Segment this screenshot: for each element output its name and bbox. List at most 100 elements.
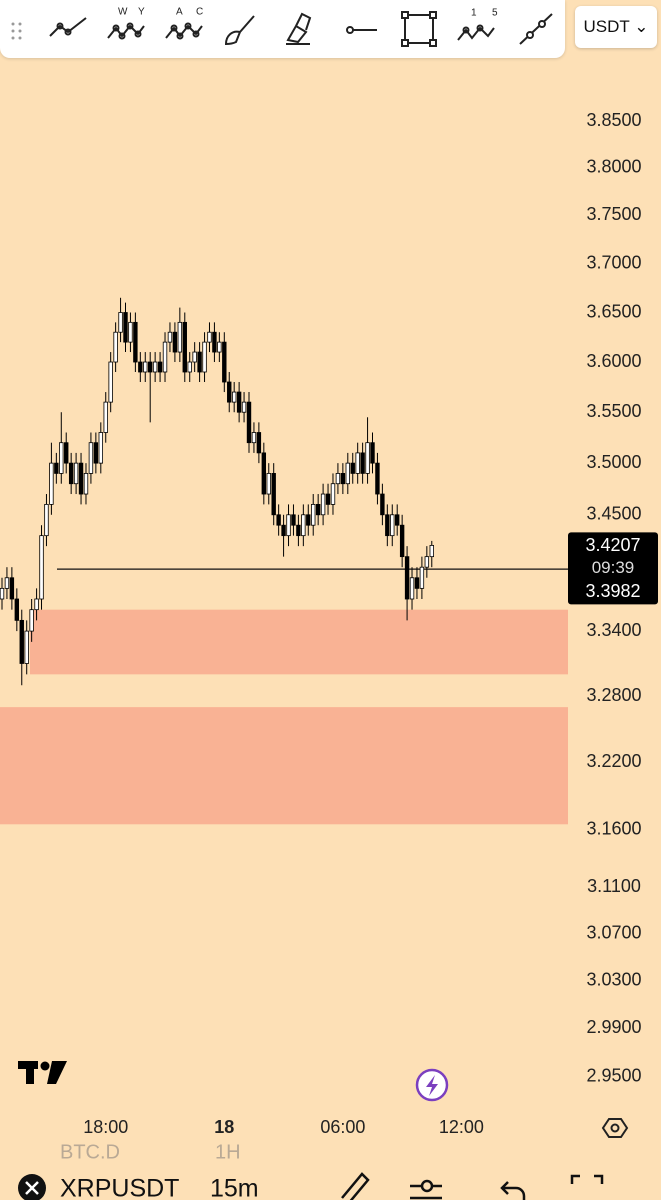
candle-body: [4, 577, 10, 589]
interval[interactable]: 15m: [210, 1175, 259, 1200]
tool-rectangle[interactable]: [401, 11, 437, 47]
tool-wave-15[interactable]: [457, 24, 495, 41]
candle-body: [24, 630, 29, 664]
candle-body: [217, 341, 222, 353]
draw-button[interactable]: [341, 1172, 370, 1200]
drawing-toolbar: W Y A C 1 5: [0, 0, 565, 58]
x-tick-label: 18: [214, 1117, 234, 1137]
undo-button[interactable]: [500, 1181, 526, 1200]
currency-dropdown[interactable]: USDT ⌄: [575, 6, 657, 48]
tool-wave-wy[interactable]: [107, 22, 145, 40]
tool-ray[interactable]: [519, 13, 553, 45]
candle-body: [311, 503, 316, 526]
candle-body: [93, 442, 99, 464]
tool-highlighter[interactable]: [286, 12, 312, 45]
fullscreen-button[interactable]: [570, 1174, 604, 1184]
candle-body: [29, 609, 34, 632]
x-tick-label: 12:00: [439, 1117, 484, 1137]
zone: [0, 707, 568, 825]
close-symbol[interactable]: [18, 1174, 46, 1200]
settings-button[interactable]: [601, 1118, 629, 1138]
candle-body: [147, 361, 153, 373]
y-tick-label: 2.9500: [586, 1066, 641, 1086]
y-tick-label: 3.1600: [586, 819, 641, 839]
candle-body: [19, 619, 24, 664]
candle-body: [256, 432, 262, 454]
tool-letter: 5: [492, 8, 498, 19]
tool-brush[interactable]: [224, 15, 255, 46]
y-tick-label: 2.9900: [586, 1017, 641, 1037]
tool-letter: Y: [138, 7, 145, 18]
y-tick-label: 3.7000: [586, 252, 641, 272]
candle-body: [59, 442, 64, 474]
candle-body: [49, 462, 54, 505]
indicators-button[interactable]: [410, 1179, 442, 1200]
y-tick-label: 3.8500: [586, 110, 641, 130]
candle-body: [118, 312, 123, 333]
candle-body: [325, 493, 331, 505]
candle-body: [187, 361, 192, 373]
price-box: [568, 532, 658, 605]
candle-body: [404, 556, 410, 600]
candle-body: [419, 566, 425, 589]
y-tick-label: 3.7500: [586, 204, 641, 224]
faded-interval: 1H: [215, 1141, 241, 1163]
candle-body: [320, 493, 326, 516]
y-tick-label: 3.0300: [586, 970, 641, 990]
y-tick-label: 3.6000: [586, 351, 641, 371]
tool-trend[interactable]: [49, 17, 87, 37]
candle-body: [157, 361, 163, 373]
candle-body: [286, 514, 291, 537]
y-tick-label: 3.8000: [586, 157, 641, 177]
tool-wave-ac[interactable]: [165, 22, 203, 40]
candle-body: [276, 514, 281, 526]
candle-body: [355, 452, 360, 474]
candle-body: [390, 514, 395, 537]
candle-body: [385, 514, 390, 537]
candle-body: [202, 341, 207, 373]
candle-body: [315, 503, 321, 516]
lightning-button[interactable]: [415, 1068, 449, 1102]
candle-body: [424, 556, 430, 568]
candle-body: [291, 514, 296, 526]
symbol[interactable]: XRPUSDT: [60, 1175, 179, 1200]
y-tick-label: 3.4500: [586, 504, 641, 524]
candle-body: [34, 598, 39, 611]
currency: USDT: [583, 17, 630, 36]
candle-body: [306, 514, 311, 526]
candle-body: [330, 483, 336, 505]
tool-letter: W: [118, 7, 128, 18]
candle-body: [0, 587, 5, 600]
candle-body: [231, 391, 237, 403]
y-tick-label: 3.0700: [586, 922, 641, 942]
drag-handle[interactable]: [11, 22, 22, 40]
candle-body: [222, 341, 227, 383]
candle-body: [380, 493, 385, 516]
y-tick-label: 3.3400: [586, 620, 641, 640]
candle-body: [143, 361, 148, 373]
candle-body: [54, 462, 59, 474]
y-tick-label: 3.5500: [586, 401, 641, 421]
candle-body: [370, 442, 375, 464]
candle-body: [128, 321, 133, 343]
candle-body: [394, 514, 400, 526]
faded-symbol: BTC.D: [60, 1141, 120, 1163]
tool-letter: A: [176, 7, 183, 18]
candle-body: [409, 577, 415, 600]
y-tick-label: 3.6500: [586, 301, 641, 321]
tool-line[interactable]: [346, 26, 377, 34]
tool-letter: 1: [471, 8, 477, 19]
candle-body: [281, 524, 286, 537]
candle-body: [212, 331, 217, 353]
tool-letter: C: [196, 7, 203, 18]
candle-body: [123, 312, 128, 343]
y-tick-label: 3.2200: [586, 751, 641, 771]
candle-body: [271, 473, 276, 516]
candle-body: [177, 321, 183, 353]
plot: [0, 297, 568, 686]
candle-body: [241, 401, 247, 413]
candle-body: [197, 351, 202, 373]
tv-logo: [18, 1061, 67, 1084]
candle-body: [44, 503, 49, 537]
